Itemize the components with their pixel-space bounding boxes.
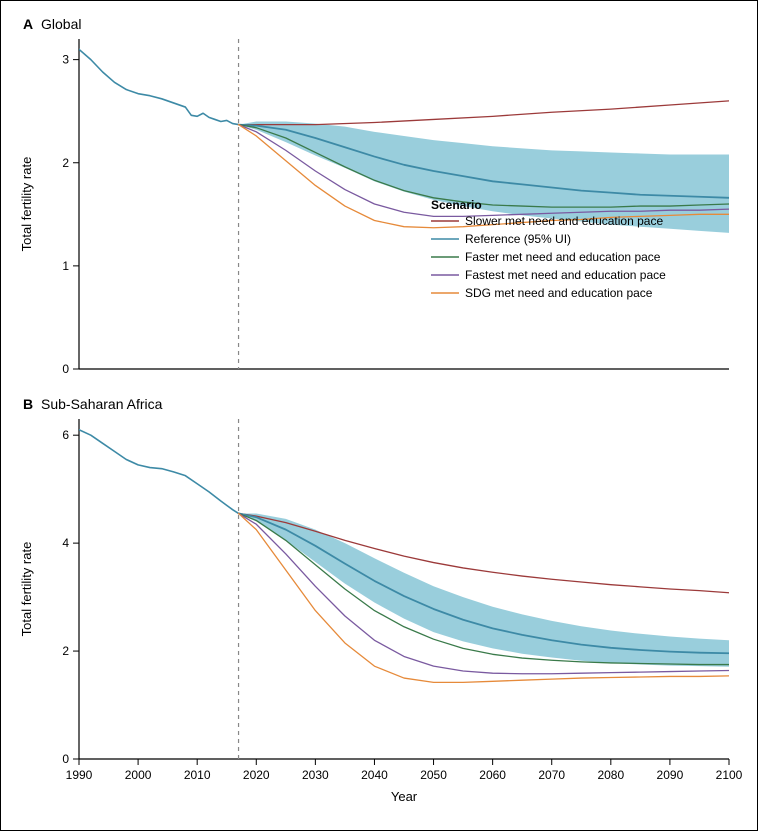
panel-title: A Global <box>23 16 81 32</box>
plot-area <box>79 49 729 233</box>
plot-area <box>79 430 729 683</box>
legend-label: Fastest met need and education pace <box>465 268 666 282</box>
x-tick-label: 1990 <box>66 768 93 782</box>
x-tick-label: 2010 <box>184 768 211 782</box>
series-historical <box>79 430 239 514</box>
y-tick-label: 4 <box>62 536 69 550</box>
uncertainty-band <box>239 513 729 666</box>
legend-label: Slower met need and education pace <box>465 214 663 228</box>
x-tick-label: 2080 <box>597 768 624 782</box>
y-axis-label: Total fertility rate <box>19 542 34 637</box>
legend-title: Scenario <box>431 198 482 212</box>
panel-letter: A <box>23 16 33 32</box>
legend: Scenario Slower met need and education pa… <box>431 198 666 300</box>
x-tick-label: 2050 <box>420 768 447 782</box>
legend-label: Reference (95% UI) <box>465 232 571 246</box>
y-tick-label: 1 <box>62 259 69 273</box>
panel-letter: B <box>23 396 33 412</box>
x-tick-label: 2090 <box>657 768 684 782</box>
panel-subtitle: Global <box>41 16 81 32</box>
y-tick-label: 0 <box>62 362 69 376</box>
x-tick-label: 2070 <box>538 768 565 782</box>
y-axis-label: Total fertility rate <box>19 157 34 252</box>
y-tick-label: 2 <box>62 644 69 658</box>
figure-container: AGlobal0123Total fertility rateScenarioS… <box>0 0 758 831</box>
x-tick-label: 2000 <box>125 768 152 782</box>
x-tick-label: 2100 <box>716 768 743 782</box>
y-tick-label: 6 <box>62 428 69 442</box>
panel-subtitle: Sub-Saharan Africa <box>41 396 163 412</box>
x-tick-label: 2040 <box>361 768 388 782</box>
x-tick-label: 2030 <box>302 768 329 782</box>
legend-label: Faster met need and education pace <box>465 250 661 264</box>
series-slower <box>239 101 729 125</box>
x-tick-label: 2020 <box>243 768 270 782</box>
y-tick-label: 0 <box>62 752 69 766</box>
x-tick-label: 2060 <box>479 768 506 782</box>
panel-title: B Sub-Saharan Africa <box>23 396 163 412</box>
x-axis-label: Year <box>391 789 418 804</box>
series-historical <box>79 49 239 124</box>
legend-label: SDG met need and education pace <box>465 286 653 300</box>
chart-svg: AGlobal0123Total fertility rateScenarioS… <box>1 1 758 832</box>
y-tick-label: 3 <box>62 53 69 67</box>
y-tick-label: 2 <box>62 156 69 170</box>
